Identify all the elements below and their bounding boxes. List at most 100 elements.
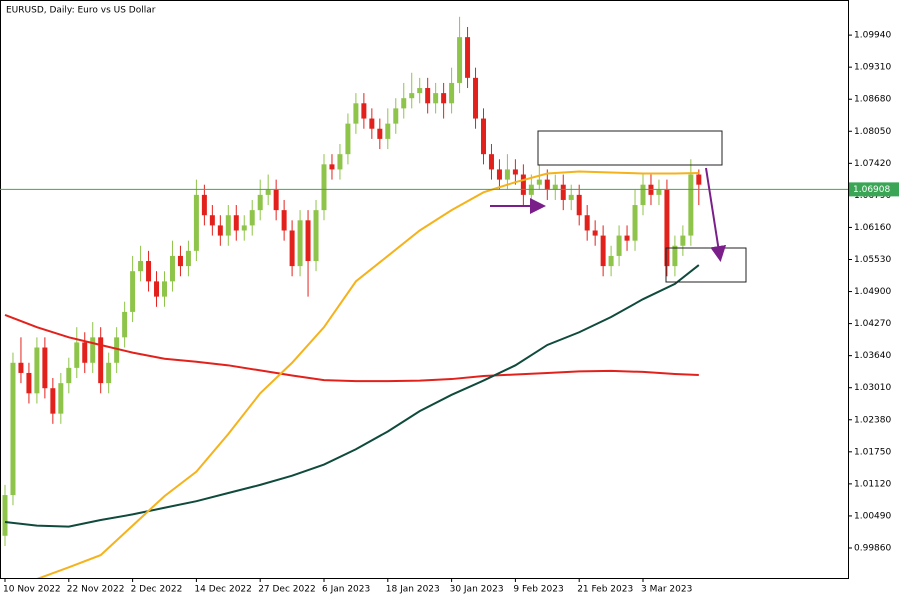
candle-body: [146, 261, 152, 282]
candle-body: [305, 220, 311, 262]
x-tick-label: 3 Mar 2023: [641, 585, 692, 595]
candle-body: [369, 118, 375, 129]
candle-body: [377, 128, 383, 139]
candle-body: [600, 235, 606, 267]
candle-body: [568, 194, 574, 200]
chart-title: EURUSD, Daily: Euro vs US Dollar: [6, 6, 156, 16]
candle-body: [544, 179, 550, 190]
candle-body: [552, 184, 558, 190]
candle-body: [584, 215, 590, 231]
y-tick-label: 1.02380: [854, 415, 891, 425]
y-tick-label: 1.08680: [854, 95, 891, 105]
y-tick-label: 1.03010: [854, 383, 891, 393]
candle-body: [425, 88, 431, 104]
candle-body: [696, 174, 702, 185]
candle-body: [10, 362, 16, 496]
candle-body: [385, 123, 391, 139]
candle-body: [680, 235, 686, 246]
candle-body: [34, 347, 40, 394]
candle-body: [409, 93, 415, 99]
target-zone: [665, 247, 747, 283]
x-tick-label: 14 Dec 2022: [194, 585, 252, 595]
candle-body: [361, 103, 367, 119]
candle-body: [393, 108, 399, 124]
candle-body: [520, 174, 526, 195]
x-tick-label: 6 Jan 2023: [322, 585, 370, 595]
y-tick-label: 1.01120: [854, 479, 891, 489]
candle-body: [217, 225, 223, 236]
y-tick-label: 0.99860: [854, 543, 891, 553]
y-tick-label: 1.01750: [854, 447, 891, 457]
candle-body: [241, 225, 247, 231]
y-tick-label: 1.04270: [854, 319, 891, 329]
x-tick-label: 18 Jan 2023: [386, 585, 440, 595]
candle-body: [66, 367, 72, 384]
candle-body: [433, 93, 439, 104]
candle-body: [616, 235, 622, 256]
candle-body: [26, 372, 32, 394]
candle-body: [664, 189, 670, 267]
x-tick-label: 30 Jan 2023: [450, 585, 504, 595]
candle-body: [465, 37, 471, 78]
moving-average: [4, 264, 700, 528]
x-tick-label: 22 Nov 2022: [67, 585, 125, 595]
y-tick-label: 1.09940: [854, 31, 891, 41]
candle-body: [576, 194, 582, 216]
candle-body: [457, 37, 463, 83]
candle-body: [632, 205, 638, 241]
candle-body: [225, 215, 231, 236]
candle-body: [536, 179, 542, 185]
candle-body: [169, 255, 175, 282]
candle-body: [209, 215, 215, 226]
y-tick-label: 1.08050: [854, 127, 891, 137]
plot-frame: [0, 0, 849, 579]
y-tick-label: 1.07420: [854, 159, 891, 169]
candle-body: [201, 194, 207, 216]
drawings: [490, 130, 747, 283]
candle-body: [656, 189, 662, 195]
candle-body: [672, 245, 678, 267]
candle-body: [257, 194, 263, 211]
candle-body: [417, 88, 423, 94]
x-tick-label: 9 Feb 2023: [513, 585, 563, 595]
y-tick-label: 1.00490: [854, 511, 891, 521]
candle-body: [401, 98, 407, 109]
candle-body: [177, 255, 183, 267]
candle-body: [488, 154, 494, 170]
candle-body: [185, 250, 191, 267]
candle-body: [138, 261, 144, 272]
arrow: [705, 167, 727, 262]
candle-body: [441, 93, 447, 104]
candle-body: [42, 347, 48, 389]
candle-body: [82, 342, 88, 363]
candle-body: [688, 174, 694, 236]
candle-body: [473, 77, 479, 119]
candle-body: [130, 271, 136, 312]
candle-body: [640, 184, 646, 206]
candle-body: [337, 154, 343, 170]
candle-body: [592, 230, 598, 236]
candle-body: [58, 383, 64, 414]
x-tick-label: 27 Dec 2022: [258, 585, 316, 595]
candle-body: [162, 281, 167, 297]
candle-body: [193, 194, 199, 251]
candle-body: [98, 337, 104, 384]
candle-body: [2, 495, 8, 536]
candle-body: [313, 210, 319, 262]
candle-body: [345, 123, 351, 155]
moving-average: [4, 314, 699, 383]
candle-body: [114, 337, 120, 363]
candle-body: [289, 230, 295, 267]
candle-body: [353, 103, 359, 124]
candle-body: [249, 210, 255, 226]
moving-average: [36, 170, 699, 578]
y-tick-label: 1.09310: [854, 63, 891, 73]
current-price-tag: [849, 182, 899, 197]
candle-body: [329, 164, 335, 170]
resistance-zone: [537, 130, 723, 166]
candle-body: [281, 210, 287, 231]
candle-body: [608, 255, 614, 267]
candle-body: [496, 169, 502, 180]
y-tick-label: 1.06160: [854, 223, 891, 233]
